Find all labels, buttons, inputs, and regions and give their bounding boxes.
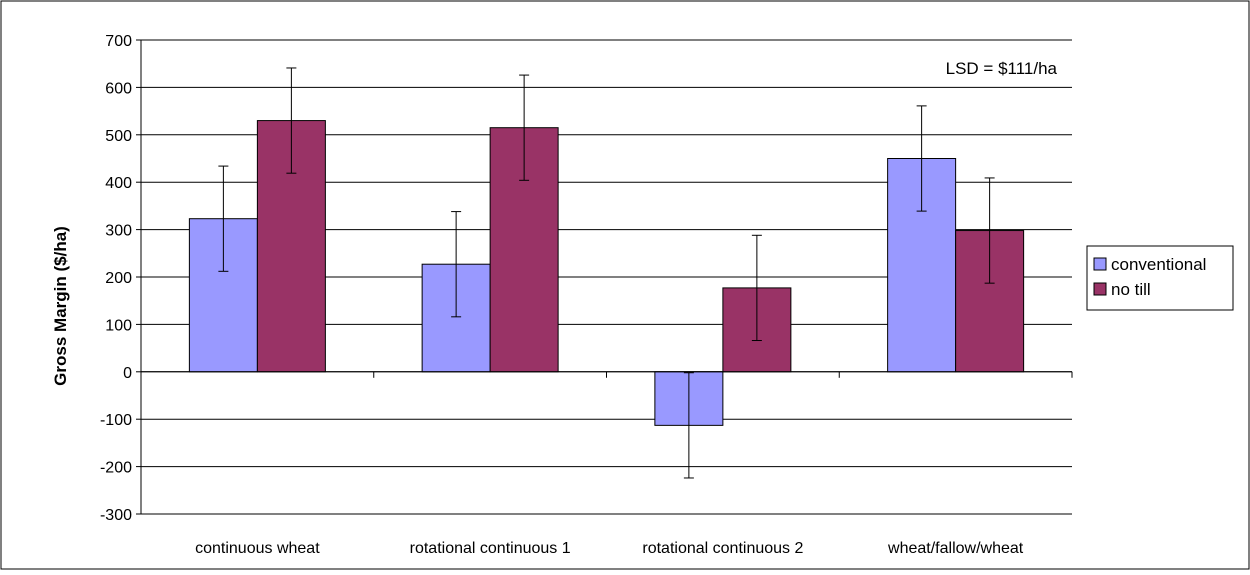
y-tick-label: 300 <box>105 223 132 240</box>
legend-label: no till <box>1111 280 1151 299</box>
y-tick-label: -100 <box>100 412 132 429</box>
y-axis-label: Gross Margin ($/ha) <box>51 226 70 386</box>
legend-box <box>1086 245 1234 311</box>
y-tick-label: 600 <box>105 80 132 97</box>
y-tick-label: 500 <box>105 128 132 145</box>
bars <box>188 120 1025 426</box>
legend-swatch <box>1093 282 1107 296</box>
y-tick-label: 400 <box>105 175 132 192</box>
x-tick-label: continuous wheat <box>195 540 320 557</box>
y-tick-label: -200 <box>100 460 132 477</box>
y-tick-label: 700 <box>105 33 132 50</box>
legend-swatch <box>1093 257 1107 271</box>
lsd-annotation: LSD = $111/ha <box>946 59 1058 78</box>
y-tick-label: 200 <box>105 270 132 287</box>
legend: conventional no till <box>1086 245 1234 311</box>
legend-label: conventional <box>1111 255 1206 274</box>
x-tick-label: rotational continuous 2 <box>642 540 803 557</box>
x-tick-label: wheat/fallow/wheat <box>887 540 1024 557</box>
x-tick-label: rotational continuous 1 <box>410 540 571 557</box>
y-tick-label: -300 <box>100 507 132 524</box>
axes <box>136 39 1073 515</box>
error-bars <box>218 67 995 479</box>
y-tick-labels: -300 -200 -100 0 100 200 300 400 500 600 700 <box>100 33 132 524</box>
x-tick-labels: continuous wheat rotational continuous 1 r… <box>195 540 1024 557</box>
y-tick-label: 0 <box>123 365 132 382</box>
y-tick-label: 100 <box>105 317 132 334</box>
